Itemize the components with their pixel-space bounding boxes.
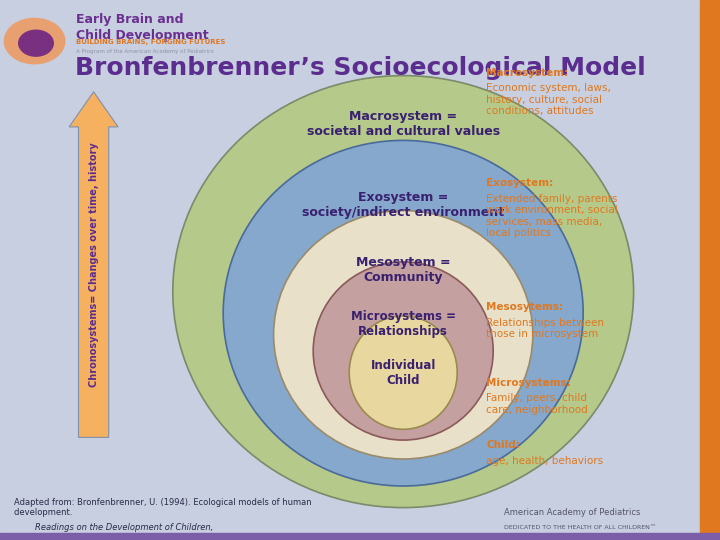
Text: BUILDING BRAINS, FORGING FUTURES: BUILDING BRAINS, FORGING FUTURES xyxy=(76,39,225,45)
Ellipse shape xyxy=(313,262,493,440)
Text: Adapted from: Bronfenbrenner, U. (1994). Ecological models of human
development.: Adapted from: Bronfenbrenner, U. (1994).… xyxy=(14,498,312,517)
Text: Family, peers, child
care, neighborhood: Family, peers, child care, neighborhood xyxy=(486,394,588,415)
Text: DEDICATED TO THE HEALTH OF ALL CHILDREN™: DEDICATED TO THE HEALTH OF ALL CHILDREN™ xyxy=(504,525,656,530)
Text: Extended family, parents
work environment, social
services, mass media,
local po: Extended family, parents work environmen… xyxy=(486,194,618,239)
Ellipse shape xyxy=(173,76,634,508)
Text: Chronosystems= Changes over time, history: Chronosystems= Changes over time, histor… xyxy=(89,142,99,387)
Text: Mesosytems:: Mesosytems: xyxy=(486,302,563,313)
Text: Early Brain and
Child Development: Early Brain and Child Development xyxy=(76,14,208,43)
FancyArrow shape xyxy=(69,92,118,437)
Text: age, health, behaviors: age, health, behaviors xyxy=(486,456,603,465)
Ellipse shape xyxy=(223,140,583,486)
Text: Relationships between
those in microsystem: Relationships between those in microsyst… xyxy=(486,318,604,340)
Ellipse shape xyxy=(349,316,457,429)
Text: Child:: Child: xyxy=(486,440,520,450)
Text: A Program of the American Academy of Pediatrics: A Program of the American Academy of Ped… xyxy=(76,49,213,53)
Text: Readings on the Development of Children,: Readings on the Development of Children, xyxy=(14,523,214,532)
Text: Microsystems =
Relationships: Microsystems = Relationships xyxy=(351,310,456,338)
Ellipse shape xyxy=(274,211,533,459)
Text: Microsystems:: Microsystems: xyxy=(486,378,571,388)
Text: Mesosytem =
Community: Mesosytem = Community xyxy=(356,256,451,284)
Text: Exosystem =
society/indirect environment: Exosystem = society/indirect environment xyxy=(302,191,504,219)
Circle shape xyxy=(4,18,65,64)
Text: Macrosystem =
societal and cultural values: Macrosystem = societal and cultural valu… xyxy=(307,110,500,138)
Text: American Academy of Pediatrics: American Academy of Pediatrics xyxy=(504,508,640,517)
Text: Exosystem:: Exosystem: xyxy=(486,178,553,188)
Text: Macrosystem:: Macrosystem: xyxy=(486,68,568,78)
Circle shape xyxy=(19,30,53,56)
Text: Bronfenbrenner’s Socioecological Model: Bronfenbrenner’s Socioecological Model xyxy=(75,56,645,79)
Text: Individual
Child: Individual Child xyxy=(371,359,436,387)
Text: Economic system, laws,
history, culture, social
conditions, attitudes: Economic system, laws, history, culture,… xyxy=(486,83,611,116)
